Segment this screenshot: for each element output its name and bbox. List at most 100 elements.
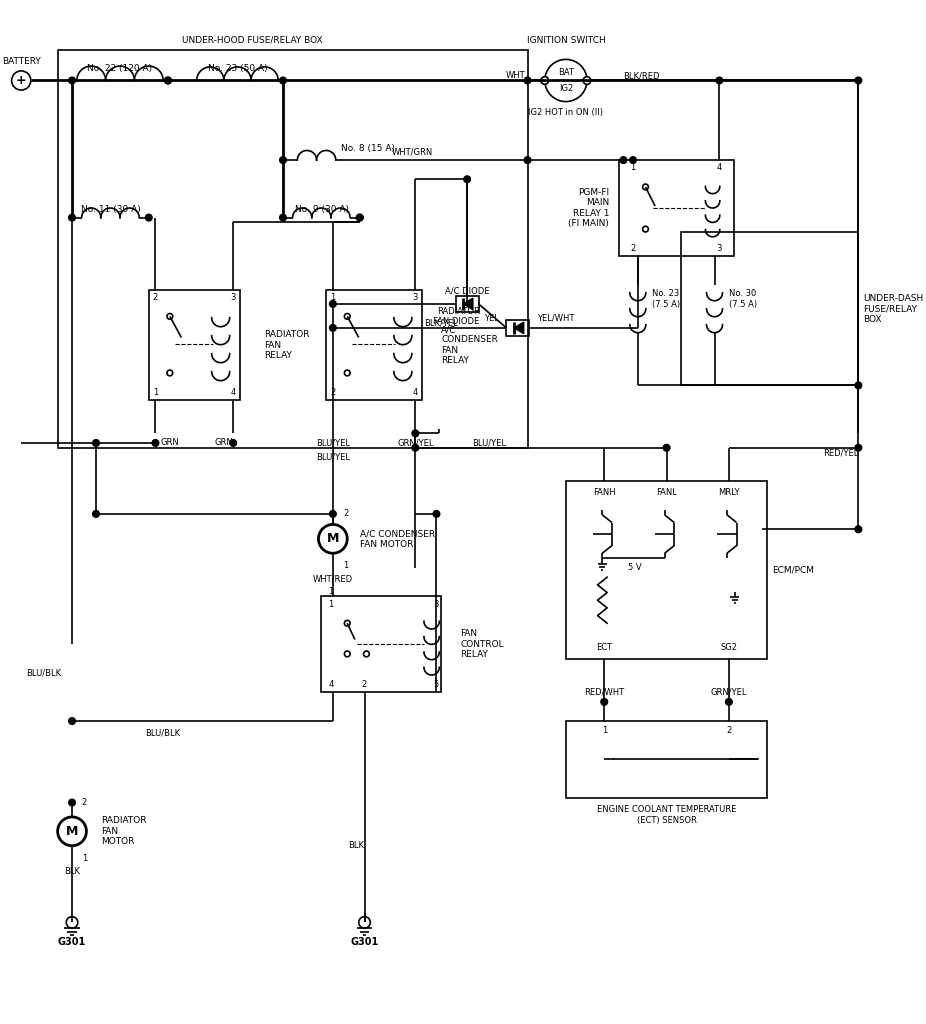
Text: 5: 5 — [433, 680, 439, 689]
Text: WHT/GRN: WHT/GRN — [392, 147, 433, 157]
Circle shape — [412, 444, 419, 452]
Text: MRLY: MRLY — [718, 488, 740, 498]
Text: 1: 1 — [331, 293, 335, 302]
Text: FANL: FANL — [657, 488, 677, 498]
Circle shape — [583, 77, 591, 84]
Circle shape — [93, 439, 99, 446]
Circle shape — [69, 799, 75, 806]
Text: BLU/YEL: BLU/YEL — [316, 453, 350, 462]
Bar — [566, 481, 768, 658]
Text: RED/WHT: RED/WHT — [584, 688, 624, 696]
Text: BLK: BLK — [64, 867, 80, 877]
Circle shape — [280, 214, 286, 221]
Text: 1: 1 — [329, 600, 333, 608]
Circle shape — [69, 77, 75, 84]
Text: 2: 2 — [631, 244, 635, 253]
Text: 2: 2 — [153, 293, 158, 302]
Text: GRN/YEL: GRN/YEL — [397, 438, 433, 447]
Circle shape — [364, 651, 369, 656]
Circle shape — [69, 214, 75, 221]
Text: No. 8 (15 A): No. 8 (15 A) — [341, 144, 394, 153]
Text: BLU/YEL: BLU/YEL — [316, 438, 350, 447]
Text: BLU/BLK: BLU/BLK — [26, 669, 61, 678]
Text: 2: 2 — [344, 509, 349, 518]
Text: 1: 1 — [81, 854, 87, 862]
Bar — [619, 160, 733, 256]
Text: YEL/WHT: YEL/WHT — [537, 313, 574, 323]
Bar — [456, 296, 479, 311]
Text: 4: 4 — [717, 163, 722, 172]
Bar — [149, 290, 240, 399]
Text: ENGINE COOLANT TEMPERATURE
(ECT) SENSOR: ENGINE COOLANT TEMPERATURE (ECT) SENSOR — [597, 805, 736, 824]
Text: No. 22 (120 A): No. 22 (120 A) — [87, 65, 153, 74]
Text: A/C CONDENSER
FAN MOTOR: A/C CONDENSER FAN MOTOR — [359, 529, 435, 549]
Text: 5 V: 5 V — [628, 563, 642, 572]
Text: RED/YEL: RED/YEL — [823, 449, 858, 457]
Circle shape — [167, 370, 173, 376]
Circle shape — [541, 77, 548, 84]
Circle shape — [412, 430, 419, 436]
Circle shape — [601, 698, 607, 706]
Text: FANH: FANH — [593, 488, 616, 498]
Text: A/C DIODE: A/C DIODE — [444, 287, 489, 296]
Text: G301: G301 — [58, 937, 86, 946]
Circle shape — [319, 524, 347, 553]
Text: 1: 1 — [602, 726, 607, 735]
Circle shape — [855, 526, 862, 532]
Bar — [681, 232, 858, 385]
Text: GRN: GRN — [160, 438, 180, 447]
Text: RADIATOR
FAN DIODE: RADIATOR FAN DIODE — [433, 306, 480, 326]
Text: UNDER-DASH
FUSE/RELAY
BOX: UNDER-DASH FUSE/RELAY BOX — [863, 294, 923, 324]
Circle shape — [230, 439, 236, 446]
Text: 3: 3 — [717, 244, 722, 253]
Text: RADIATOR
FAN
RELAY: RADIATOR FAN RELAY — [264, 331, 309, 360]
Text: 4: 4 — [413, 388, 418, 396]
Bar — [566, 721, 768, 798]
Text: 3: 3 — [231, 293, 236, 302]
Circle shape — [167, 313, 173, 319]
Text: No. 30
(7.5 A): No. 30 (7.5 A) — [729, 290, 757, 309]
Text: WHT: WHT — [506, 72, 526, 80]
Text: UNDER-HOOD FUSE/RELAY BOX: UNDER-HOOD FUSE/RELAY BOX — [182, 36, 323, 45]
Text: BLK: BLK — [348, 841, 365, 850]
Circle shape — [344, 621, 350, 626]
Text: ECT: ECT — [596, 643, 612, 651]
Circle shape — [12, 71, 31, 90]
Text: 2: 2 — [726, 726, 732, 735]
Circle shape — [524, 157, 531, 164]
Bar — [57, 50, 528, 447]
Bar — [321, 596, 441, 692]
Circle shape — [855, 382, 862, 389]
Text: GRN/YEL: GRN/YEL — [710, 688, 747, 696]
Text: No. 23 (50 A): No. 23 (50 A) — [208, 65, 268, 74]
Text: BAT: BAT — [557, 69, 574, 78]
Circle shape — [344, 370, 350, 376]
Circle shape — [69, 718, 75, 724]
Circle shape — [344, 313, 350, 319]
Text: +: + — [16, 74, 27, 87]
Text: 4: 4 — [329, 680, 333, 689]
Text: GRN: GRN — [214, 438, 233, 447]
Text: A/C
CONDENSER
FAN
RELAY: A/C CONDENSER FAN RELAY — [441, 325, 498, 366]
Text: IGNITION SWITCH: IGNITION SWITCH — [527, 36, 606, 45]
Text: BLU/BLK: BLU/BLK — [145, 728, 181, 737]
Circle shape — [357, 214, 363, 221]
Circle shape — [145, 214, 152, 221]
Text: BLK/RED: BLK/RED — [623, 72, 660, 80]
Circle shape — [280, 157, 286, 164]
Circle shape — [855, 77, 862, 84]
Circle shape — [280, 77, 286, 84]
Circle shape — [524, 77, 531, 84]
Polygon shape — [514, 323, 524, 334]
Circle shape — [726, 698, 732, 706]
Text: FAN
CONTROL
RELAY: FAN CONTROL RELAY — [460, 630, 504, 659]
Circle shape — [165, 77, 171, 84]
Text: 4: 4 — [231, 388, 236, 396]
Text: 3: 3 — [433, 600, 439, 608]
Circle shape — [330, 325, 336, 331]
Text: No. 9 (30 A): No. 9 (30 A) — [295, 206, 349, 214]
Circle shape — [433, 511, 440, 517]
Circle shape — [165, 77, 171, 84]
Circle shape — [630, 157, 636, 164]
Text: 1: 1 — [631, 163, 635, 172]
